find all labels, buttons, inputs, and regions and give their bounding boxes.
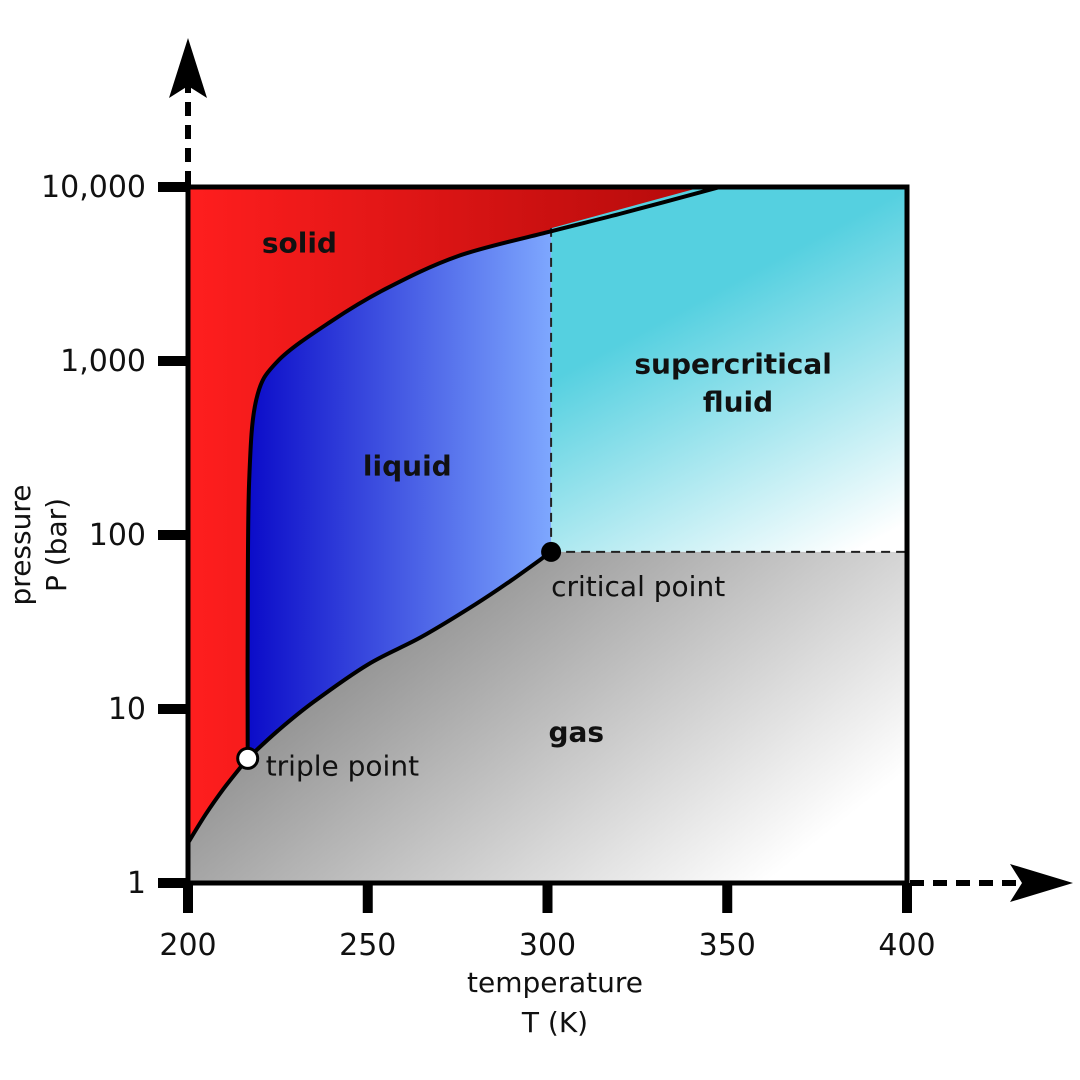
y-axis-arrow-icon — [169, 38, 207, 98]
x-tick-label: 200 — [159, 928, 216, 963]
critical-point-marker — [541, 541, 562, 562]
x-tick-label: 300 — [519, 928, 576, 963]
y-tick-label: 1 — [127, 866, 146, 901]
melting-curve — [245, 187, 721, 759]
x-axis-unit: T (K) — [521, 1006, 588, 1039]
gas-region — [188, 551, 907, 883]
y-tick-label: 10,000 — [41, 170, 146, 205]
vaporization-curve — [246, 550, 553, 760]
y-tick-label: 10 — [108, 692, 146, 727]
solid-region — [188, 187, 721, 843]
x-axis-arrow-icon — [1010, 864, 1073, 902]
y-axis: 1 10 100 1,000 10,000 — [41, 170, 188, 901]
x-tick-label: 250 — [339, 928, 396, 963]
y-axis-title: pressure — [4, 485, 37, 606]
x-axis: 200 250 300 350 400 — [159, 883, 936, 963]
solid-label: solid — [262, 227, 337, 260]
supercritical-fluid-region — [551, 187, 907, 552]
triple-point-marker — [236, 746, 260, 770]
sublimation-curve — [188, 757, 250, 844]
y-tick-label: 1,000 — [60, 344, 146, 379]
liquid-region — [247, 228, 556, 759]
critical-point-label: critical point — [551, 570, 725, 603]
liquid-label: liquid — [363, 449, 452, 482]
x-axis-title: temperature — [467, 966, 643, 999]
x-tick-label: 350 — [699, 928, 756, 963]
x-tick-label: 400 — [878, 928, 935, 963]
supercritical-fluid-label: supercritical fluid — [634, 347, 841, 418]
gas-label: gas — [548, 716, 604, 749]
y-axis-unit: P (bar) — [40, 498, 73, 592]
y-tick-label: 100 — [89, 518, 146, 553]
triple-point-label: triple point — [266, 749, 419, 782]
